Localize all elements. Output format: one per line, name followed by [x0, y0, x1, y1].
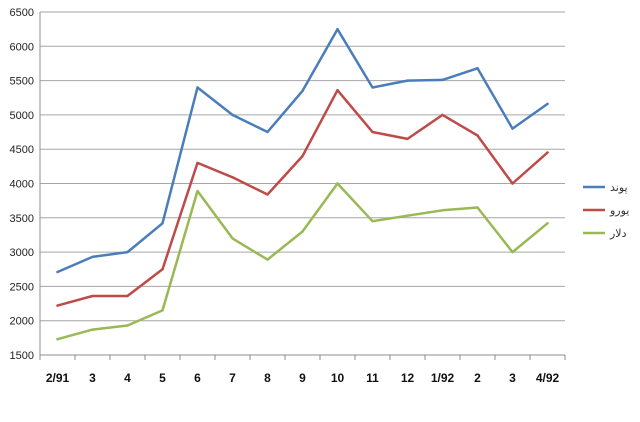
data-point [196, 161, 199, 165]
data-point [196, 189, 199, 193]
data-point [196, 86, 199, 89]
data-point [301, 89, 304, 93]
data-point [441, 113, 444, 117]
data-point [56, 270, 59, 274]
data-point [476, 206, 479, 209]
data-point [91, 328, 94, 331]
data-point [546, 151, 549, 154]
series-line-0 [56, 27, 549, 274]
y-tick-label: 1500 [10, 350, 34, 362]
data-point [371, 220, 374, 223]
x-tick-label: 3 [89, 371, 96, 385]
data-point [161, 222, 164, 225]
y-tick-label: 2500 [10, 281, 34, 293]
x-tick-label: 1/92 [431, 371, 455, 385]
x-tick-label: 11 [366, 371, 379, 385]
data-point [161, 268, 164, 271]
data-point [301, 230, 304, 233]
y-tick-label: 3500 [10, 213, 34, 225]
data-point [406, 214, 409, 217]
data-point [301, 154, 304, 158]
x-tick-label: 5 [159, 371, 166, 385]
data-point [126, 250, 129, 254]
data-point [441, 78, 444, 82]
x-tick-label: 4/92 [536, 371, 560, 385]
series-line-2 [56, 182, 549, 341]
data-point [266, 130, 269, 134]
data-point [511, 127, 514, 130]
legend-label: پوند [610, 181, 628, 194]
data-point [266, 258, 269, 261]
x-tick-label: 6 [194, 371, 201, 385]
y-tick-label: 5000 [10, 110, 34, 122]
legend-label: دلار [609, 227, 627, 240]
data-point [406, 137, 409, 141]
data-point [231, 113, 234, 117]
data-point [161, 309, 164, 312]
data-point [441, 209, 444, 212]
x-tick-label: 10 [331, 371, 345, 385]
x-tick-label: 2 [474, 371, 481, 385]
y-tick-label: 3000 [10, 247, 34, 259]
data-point [511, 182, 514, 185]
x-tick-label: 12 [401, 371, 415, 385]
data-point [266, 193, 269, 196]
x-tick-label: 8 [264, 371, 271, 385]
x-tick-label: 7 [229, 371, 236, 385]
y-tick-label: 5500 [10, 76, 34, 88]
x-tick-label: 2/91 [46, 371, 70, 385]
data-point [56, 304, 59, 307]
y-tick-label: 4000 [10, 179, 34, 191]
data-point [91, 294, 94, 298]
data-point [406, 79, 409, 82]
data-point [126, 294, 129, 298]
data-point [511, 250, 514, 254]
data-point [371, 86, 374, 89]
data-point [546, 102, 549, 106]
x-tick-label: 4 [124, 371, 131, 385]
x-tick-label: 3 [509, 371, 516, 385]
data-point [476, 67, 479, 70]
data-point [231, 237, 234, 240]
x-tick-label: 9 [299, 371, 306, 385]
y-tick-label: 6500 [10, 7, 34, 19]
data-point [476, 134, 479, 137]
y-tick-label: 6000 [10, 41, 34, 53]
data-point [336, 182, 339, 185]
data-point [56, 338, 59, 341]
legend-label: یورو [609, 204, 629, 217]
y-tick-label: 2000 [10, 316, 34, 328]
data-point [126, 324, 129, 327]
series-line-1 [56, 88, 549, 307]
data-point [336, 89, 339, 92]
data-point [546, 222, 549, 225]
data-point [91, 255, 94, 259]
data-point [231, 176, 234, 179]
data-point [336, 27, 339, 31]
data-point [371, 130, 374, 134]
y-tick-label: 4500 [10, 144, 34, 156]
